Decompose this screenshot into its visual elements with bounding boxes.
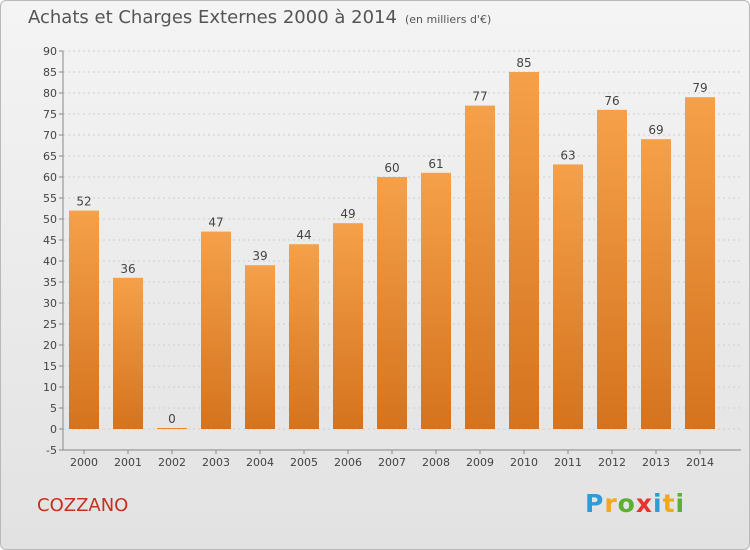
y-tick-label: 45: [43, 234, 57, 247]
bar: [641, 139, 671, 429]
y-tick-label: 0: [50, 423, 57, 436]
value-label: 76: [604, 94, 619, 108]
bar: [157, 428, 187, 429]
grid-lines: [59, 50, 741, 451]
logo-letter: i: [653, 489, 663, 518]
value-label: 60: [384, 161, 399, 175]
logo-letter: P: [585, 489, 605, 518]
bar: [289, 244, 319, 429]
chart-title: Achats et Charges Externes 2000 à 2014 (e…: [28, 7, 491, 28]
y-tick-label: 20: [43, 339, 57, 352]
bar: [597, 109, 627, 430]
y-tick-label: 80: [43, 87, 57, 100]
x-tick-label: 2011: [554, 456, 582, 469]
x-tick-label: 2010: [510, 456, 538, 469]
x-tick-label: 2001: [114, 456, 142, 469]
x-tick-label: 2004: [246, 456, 274, 469]
y-tick-label: 70: [43, 129, 57, 142]
x-tick-label: 2014: [686, 456, 714, 469]
y-tick-label: 25: [43, 318, 57, 331]
chart-subtitle: (en milliers d'€): [404, 13, 492, 26]
value-label: 44: [296, 228, 311, 242]
x-tick-label: 2008: [422, 456, 450, 469]
proxiti-logo: Proxiti: [585, 489, 685, 518]
value-labels: 52 36 0 47 39 44 49 60 61 77 85 63 76 69 79: [76, 56, 707, 426]
y-tick-labels: -5 0 5 10 15 20 25 30 35 40 45 50 55 60 65 70 75 80 85 90: [43, 45, 57, 457]
x-tick-label: 2013: [642, 456, 670, 469]
x-tick-label: 2007: [378, 456, 406, 469]
x-tick-label: 2002: [158, 456, 186, 469]
bars: [69, 72, 715, 430]
x-tick-label: 2005: [290, 456, 318, 469]
bar: [69, 210, 99, 429]
value-label: 49: [340, 207, 355, 221]
bar: [509, 72, 539, 429]
bar: [421, 172, 451, 430]
value-label: 47: [208, 216, 223, 230]
y-tick-label: 50: [43, 213, 57, 226]
y-tick-label: 15: [43, 360, 57, 373]
bar: [465, 105, 495, 429]
logo-letter: x: [635, 489, 653, 518]
y-tick-label: 5: [50, 402, 57, 415]
bar: [553, 164, 583, 429]
x-tick-label: 2006: [334, 456, 362, 469]
logo-letter: i: [675, 489, 686, 518]
y-tick-label: 60: [43, 171, 57, 184]
y-tick-label: 85: [43, 66, 57, 79]
place-name: COZZANO: [37, 495, 129, 516]
logo-letter: r: [604, 489, 618, 518]
y-tick-label: 55: [43, 192, 57, 205]
y-tick-label: -5: [46, 444, 57, 457]
x-tick-label: 2003: [202, 456, 230, 469]
logo-letter: o: [617, 489, 636, 518]
bar: [377, 177, 407, 429]
x-tick-label: 2009: [466, 456, 494, 469]
value-label: 52: [76, 195, 91, 209]
y-tick-label: 40: [43, 255, 57, 268]
value-label: 39: [252, 249, 267, 263]
axes: [62, 51, 741, 451]
x-tick-label: 2012: [598, 456, 626, 469]
value-label: 36: [120, 262, 135, 276]
value-label: 79: [692, 81, 707, 95]
bar: [201, 231, 231, 429]
bar: [245, 265, 275, 429]
value-label: 77: [472, 90, 487, 104]
y-tick-label: 90: [43, 45, 57, 58]
bar: [685, 97, 715, 429]
x-tick-labels: 2000 2001 2002 2003 2004 2005 2006 2007 2008 2009…: [70, 450, 714, 469]
y-tick-label: 10: [43, 381, 57, 394]
y-tick-label: 30: [43, 297, 57, 310]
logo-letter: t: [662, 489, 676, 518]
y-tick-label: 65: [43, 150, 57, 163]
bar: [113, 277, 143, 429]
value-label: 63: [560, 148, 575, 162]
value-label: 69: [648, 123, 663, 137]
chart-title-text: Achats et Charges Externes 2000 à 2014: [28, 7, 397, 28]
y-tick-label: 75: [43, 108, 57, 121]
value-label: 61: [428, 157, 443, 171]
value-label: 85: [516, 56, 531, 70]
bar: [333, 223, 363, 429]
x-tick-label: 2000: [70, 456, 98, 469]
y-tick-label: 35: [43, 276, 57, 289]
value-label: 0: [168, 412, 176, 426]
